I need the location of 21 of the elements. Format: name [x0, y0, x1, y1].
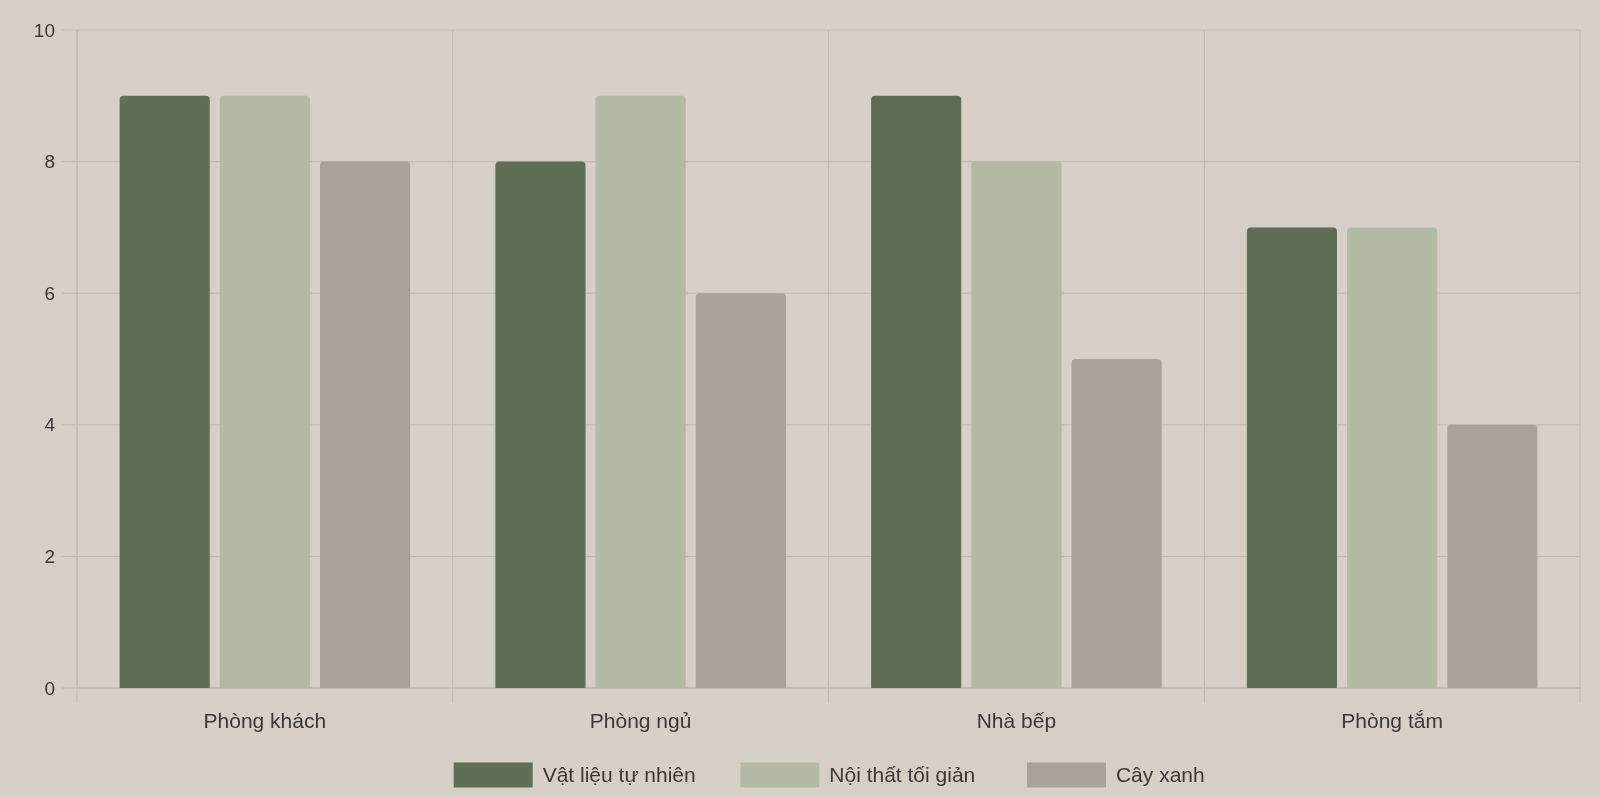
y-tick-label: 2	[44, 546, 55, 568]
bar	[1246, 227, 1338, 688]
bar	[319, 161, 411, 688]
legend-label: Nội thất tối giản	[829, 763, 976, 787]
x-tick-label: Phòng tắm	[1341, 709, 1443, 733]
bar	[495, 161, 586, 688]
y-tick-label: 6	[44, 282, 55, 304]
bar	[1447, 424, 1538, 688]
legend-label: Vật liệu tự nhiên	[542, 763, 696, 787]
y-tick-label: 0	[44, 677, 55, 699]
y-tick-label: 4	[44, 414, 56, 436]
legend-label: Cây xanh	[1115, 763, 1205, 787]
y-tick-label: 8	[44, 151, 55, 173]
x-tick-label: Phòng ngủ	[589, 709, 692, 733]
bar	[871, 95, 962, 688]
bar	[1071, 359, 1162, 688]
y-tick-label: 10	[33, 19, 55, 41]
bar	[119, 95, 210, 688]
bar	[695, 293, 786, 688]
x-tick-label: Nhà bếp	[976, 709, 1057, 733]
x-tick-label: Phòng khách	[203, 709, 327, 733]
